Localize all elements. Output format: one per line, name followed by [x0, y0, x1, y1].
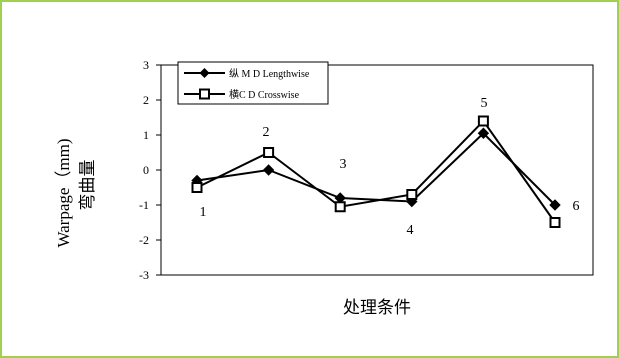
y-tick-label: 1 [143, 128, 149, 142]
y-tick-label: 3 [143, 58, 149, 72]
point-annotations: 1 2 3 4 5 6 [200, 96, 580, 238]
data-point-square [263, 147, 275, 158]
data-point-diamond [549, 199, 561, 211]
y-axis-label: Warpage（mm) [54, 138, 73, 247]
data-point-square [549, 217, 561, 228]
legend-marker-diamond [199, 68, 210, 78]
data-point-square [477, 115, 489, 127]
point-annotation: 2 [263, 125, 270, 140]
data-point-square [406, 189, 418, 200]
data-point-diamond [262, 164, 275, 176]
data-point-square [334, 201, 346, 213]
data-point-diamond [477, 127, 490, 139]
y-tick-label: -3 [139, 268, 149, 282]
y-tick-label: -1 [139, 198, 149, 212]
point-annotation: 4 [407, 223, 414, 238]
series-line-2 [196, 119, 556, 224]
legend-label: 横C D Crosswise [229, 88, 300, 101]
series-layer [191, 115, 561, 228]
y-tick-label: 0 [143, 163, 149, 177]
point-annotation: 1 [200, 205, 207, 220]
point-annotation: 6 [573, 199, 580, 214]
legend: 纵 M D Lengthwise 横C D Crosswise [177, 61, 329, 105]
x-axis-label: 处理条件 [343, 298, 411, 317]
data-point-square [191, 182, 203, 193]
y-tick-label: -2 [139, 233, 149, 247]
point-annotation: 3 [340, 157, 347, 172]
y-axis-label-chinese: 弯曲量 [78, 160, 97, 211]
point-annotation: 5 [481, 96, 488, 111]
legend-label: 纵 M D Lengthwise [229, 68, 310, 80]
y-tick-label: 2 [143, 93, 149, 107]
y-axis: 3 2 1 0 -1 -2 -3 [139, 58, 161, 282]
legend-marker-square [199, 88, 210, 100]
